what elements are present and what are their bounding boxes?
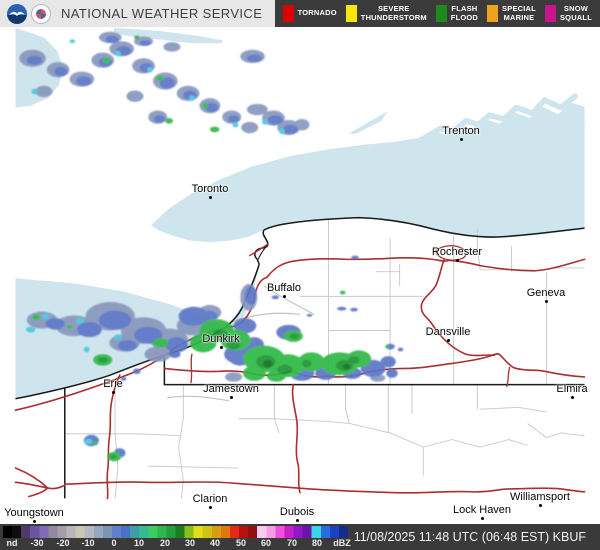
snow-squall-swatch: [544, 5, 556, 22]
city-dot: [570, 395, 574, 399]
timestamp: 11/08/2025 11:48 UTC (06:48 EST) KBUF: [353, 530, 586, 544]
legend-item-special-marine: SPECIAL MARINE: [487, 4, 536, 22]
rochester-loop: [434, 245, 467, 261]
youngstown-roads: [14, 467, 66, 498]
city-dot: [446, 338, 450, 342]
scalebar: nd -30 -20 -10 0 10 20 30 40 50 60 70 80…: [0, 524, 600, 550]
scale-label: 30: [184, 538, 196, 548]
radar-map-canvas: [14, 27, 586, 500]
quinte-channel-2: [444, 122, 586, 147]
scale-gradient: [3, 526, 348, 538]
water-bodies: [15, 27, 586, 399]
ny-pa-border: [163, 355, 585, 386]
ontario-south-shore-border: [263, 216, 585, 238]
city-dot: [459, 137, 463, 141]
scale-label: 20: [159, 538, 171, 548]
scale-label: 10: [133, 538, 145, 548]
legend-item-severe-thunderstorm: SEVERE THUNDERSTORM: [345, 4, 427, 22]
scale-label: 80: [311, 538, 323, 548]
scale-label: 40: [209, 538, 221, 548]
scale-label: -20: [56, 538, 70, 548]
city-dot: [219, 345, 223, 349]
tornado-swatch: [282, 5, 294, 22]
city-dot: [32, 519, 36, 523]
city-dot: [282, 294, 286, 298]
city-dot: [538, 503, 542, 507]
scale-label: -10: [81, 538, 95, 548]
scale-label: 70: [286, 538, 298, 548]
radar-map[interactable]: Toronto Trenton Rochester Geneva Buffalo…: [0, 27, 600, 524]
city-dot: [544, 299, 548, 303]
scale-label: nd: [6, 538, 18, 548]
us219: [291, 383, 301, 494]
city-dot: [229, 395, 233, 399]
rice-lake: [349, 111, 388, 135]
special-marine-swatch: [487, 5, 499, 22]
scale-label: 0: [111, 538, 117, 548]
i390: [420, 258, 496, 357]
severe-thunderstorm-swatch: [345, 5, 357, 22]
city-dot: [111, 390, 115, 394]
i90-east: [265, 257, 586, 279]
legend-item-tornado: TORNADO: [282, 5, 337, 22]
noaa-logo-icon: [7, 3, 27, 24]
scale-unit-label: dBZ: [333, 538, 351, 548]
city-dot: [208, 505, 212, 509]
city-dot: [455, 258, 459, 262]
i80: [63, 481, 586, 494]
i79: [106, 374, 121, 500]
city-dot: [480, 516, 484, 520]
county-lines: [64, 219, 585, 499]
qew-bit: [249, 243, 269, 257]
elmira-spur: [506, 366, 511, 388]
warning-legend: TORNADO SEVERE THUNDERSTORM FLASH FLOOD SP…: [274, 0, 600, 27]
scale-label: 60: [260, 538, 272, 548]
flash-flood-swatch: [435, 5, 447, 22]
georgian-bay: [15, 27, 63, 108]
agency-title: NATIONAL WEATHER SERVICE: [61, 6, 263, 21]
nws-logo-icon: [31, 3, 51, 24]
legend-item-flash-flood: FLASH FLOOD: [435, 4, 478, 22]
legend-item-snow-squall: SNOW SQUALL: [544, 4, 592, 22]
scale-label: 50: [235, 538, 247, 548]
lake-simcoe: [114, 27, 223, 44]
header-bar: NATIONAL WEATHER SERVICE TORNADO SEVERE T…: [0, 0, 600, 27]
city-dot: [208, 195, 212, 199]
radar-echoes: [19, 31, 404, 462]
city-dot: [295, 518, 299, 522]
scale-label: -30: [30, 538, 44, 548]
brand: NATIONAL WEATHER SERVICE: [0, 3, 263, 24]
bay-of-quinte: [418, 93, 578, 143]
jamestown-connector: [190, 353, 193, 384]
